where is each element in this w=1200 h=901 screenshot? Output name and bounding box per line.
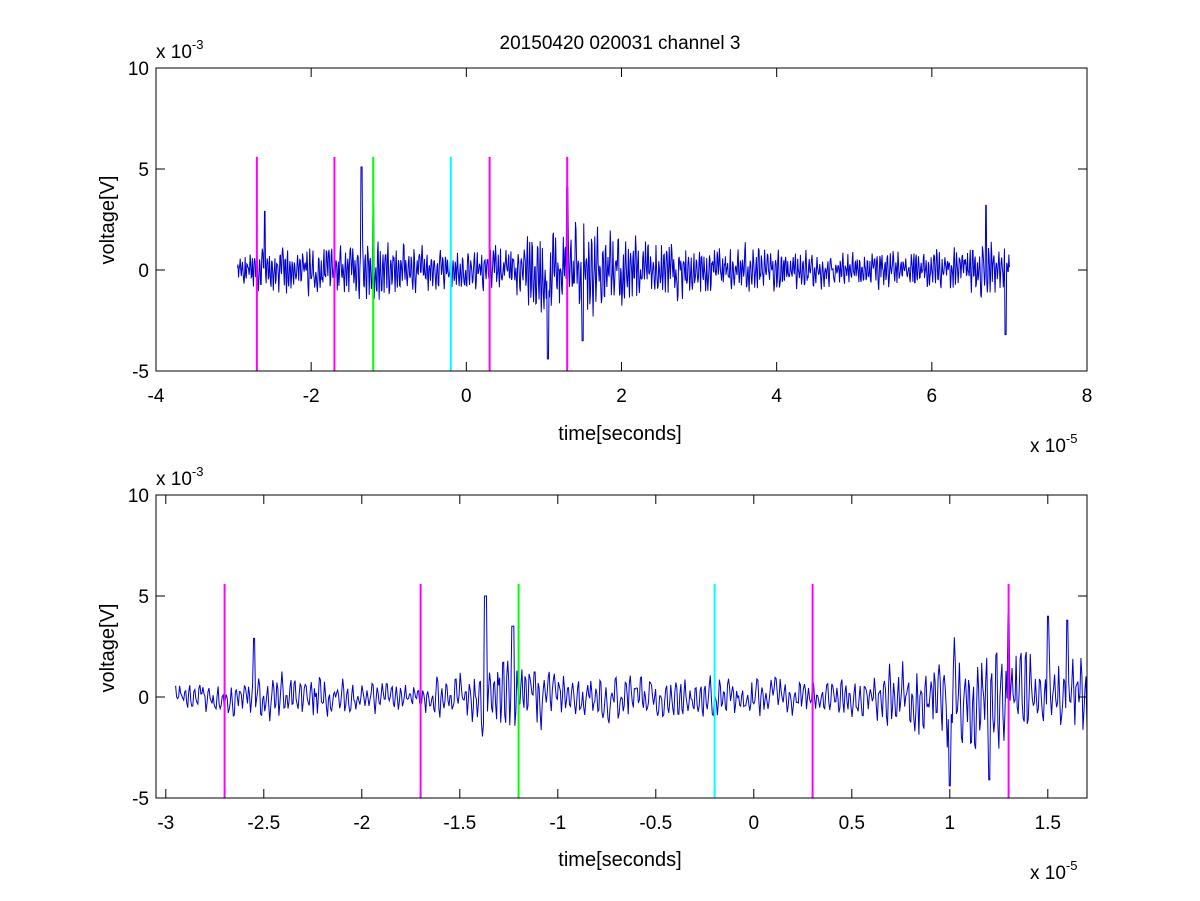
axes-bottom-plot [175, 583, 1087, 798]
signal-trace [175, 595, 1087, 787]
x-tick-label: -3 [157, 813, 174, 834]
axes-bottom-ylabel: voltage[V] [97, 604, 119, 693]
x-tick-label: -0.5 [639, 813, 672, 834]
x-tick-label: 0 [461, 386, 472, 407]
x-tick-label: -4 [148, 386, 165, 407]
y-tick-label: -5 [132, 789, 149, 810]
axes-bottom-yticks: -5 0 5 10 [128, 486, 1087, 810]
axes-top-ylabel: voltage[V] [97, 176, 119, 265]
axes-bottom: -3 -2.5 -2 -1.5 -1 -0.5 0 0.5 1 1.5 -5 0 5 10 time[s… [97, 464, 1088, 884]
x-tick-label: 0.5 [839, 813, 865, 834]
y-tick-label: 10 [128, 486, 149, 507]
x-tick-label: 4 [771, 386, 782, 407]
figure-title: 20150420 020031 channel 3 [500, 33, 741, 54]
y-tick-label: 0 [138, 261, 149, 282]
axes-top-yticks: -5 0 5 10 [128, 59, 1087, 383]
axes-top-y-multiplier: x 10-3 [156, 37, 203, 63]
axes-top-xticks: -4 -2 0 2 4 6 8 [148, 68, 1093, 407]
axes-top-x-multiplier: x 10-5 [1030, 431, 1077, 457]
axes-top-plot [236, 156, 1010, 371]
axes-bottom-x-multiplier: x 10-5 [1030, 858, 1077, 884]
y-tick-label: 5 [138, 160, 149, 181]
x-tick-label: -2.5 [247, 813, 280, 834]
x-tick-label: -1.5 [443, 813, 476, 834]
axes-top-xlabel: time[seconds] [558, 423, 681, 445]
x-tick-label: 8 [1082, 386, 1093, 407]
axes-bottom-xlabel: time[seconds] [558, 849, 681, 871]
axes-bottom-box [155, 494, 1088, 799]
x-tick-label: 0 [749, 813, 760, 834]
axes-bottom-xticks: -3 -2.5 -2 -1.5 -1 -0.5 0 0.5 1 1.5 [157, 495, 1061, 834]
y-tick-label: 10 [128, 59, 149, 80]
y-tick-label: 5 [138, 587, 149, 608]
axes-top: -4 -2 0 2 4 6 8 -5 0 5 10 time[seconds] voltage[V… [97, 37, 1092, 457]
x-tick-label: -2 [303, 386, 320, 407]
axes-top-box [155, 67, 1088, 372]
y-tick-label: 0 [138, 688, 149, 709]
axes-bottom-y-multiplier: x 10-3 [156, 464, 203, 490]
signal-trace [236, 166, 1010, 360]
y-tick-label: -5 [132, 362, 149, 383]
x-tick-label: 2 [616, 386, 627, 407]
x-tick-label: 1 [945, 813, 956, 834]
x-tick-label: -1 [549, 813, 566, 834]
x-tick-label: 6 [927, 386, 938, 407]
x-tick-label: -2 [353, 813, 370, 834]
x-tick-label: 1.5 [1035, 813, 1061, 834]
